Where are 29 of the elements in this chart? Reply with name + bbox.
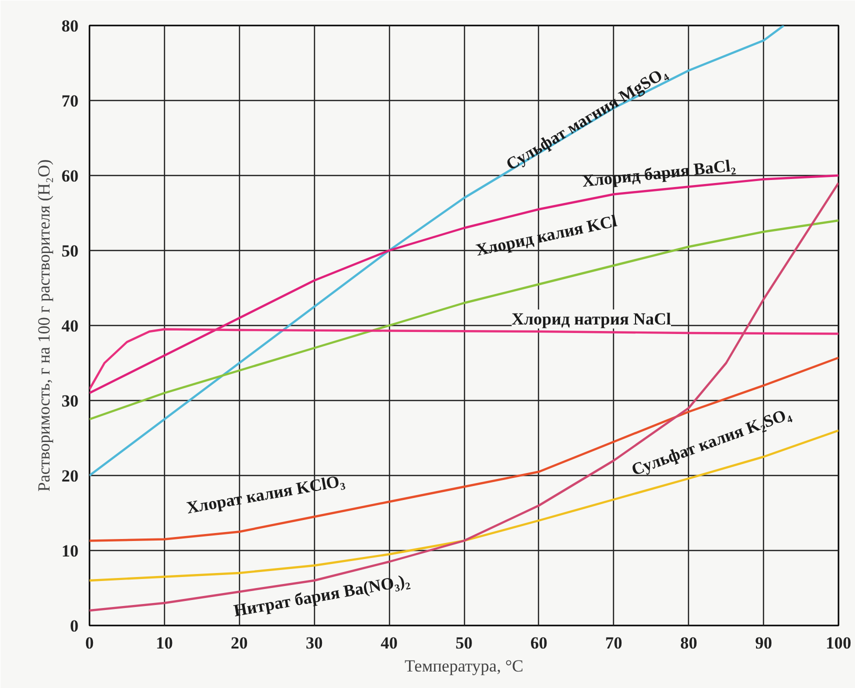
x-tick-label: 50 bbox=[456, 634, 472, 652]
y-tick-label: 30 bbox=[62, 392, 78, 410]
y-tick-label: 40 bbox=[62, 316, 78, 336]
y-tick-label: 50 bbox=[62, 242, 78, 260]
x-tick-label: 40 bbox=[380, 634, 398, 652]
y-tick-label: 20 bbox=[62, 466, 78, 486]
y-tick-label: 60 bbox=[62, 166, 78, 186]
y-tick-label: 0 bbox=[70, 616, 78, 636]
line-series bbox=[90, 356, 838, 542]
y-tick-label: 10 bbox=[62, 542, 78, 560]
x-tick-label: 20 bbox=[230, 634, 248, 652]
line-series bbox=[90, 328, 838, 390]
x-tick-label: 100 bbox=[826, 634, 852, 652]
x-tick-label: 90 bbox=[755, 634, 772, 652]
text: Хлорид калия KCl bbox=[474, 211, 619, 260]
x-tick-label: 30 bbox=[306, 634, 323, 652]
series-label: Хлорид натрия NaCl bbox=[512, 310, 672, 328]
text: Хлорид бария BaCl₂ bbox=[581, 156, 736, 191]
text: Нитрат бария Ba(NO₃)₂ bbox=[232, 570, 412, 620]
y-tick-label: 80 bbox=[62, 16, 78, 36]
text: Хлорат калия KClO₃ bbox=[185, 471, 346, 518]
x-tick-label: 80 bbox=[680, 634, 698, 652]
x-tick-label: 10 bbox=[156, 634, 173, 652]
y-tick-label: 70 bbox=[62, 92, 78, 110]
y-axis-title: Растворимость, г на 100 г растворителя (H₂O) bbox=[34, 159, 54, 492]
x-tick-label: 0 bbox=[85, 634, 94, 652]
x-tick-label: 60 bbox=[530, 634, 548, 652]
x-tick-label: 70 bbox=[605, 634, 622, 652]
x-axis-title: Температура, °C bbox=[404, 656, 524, 676]
